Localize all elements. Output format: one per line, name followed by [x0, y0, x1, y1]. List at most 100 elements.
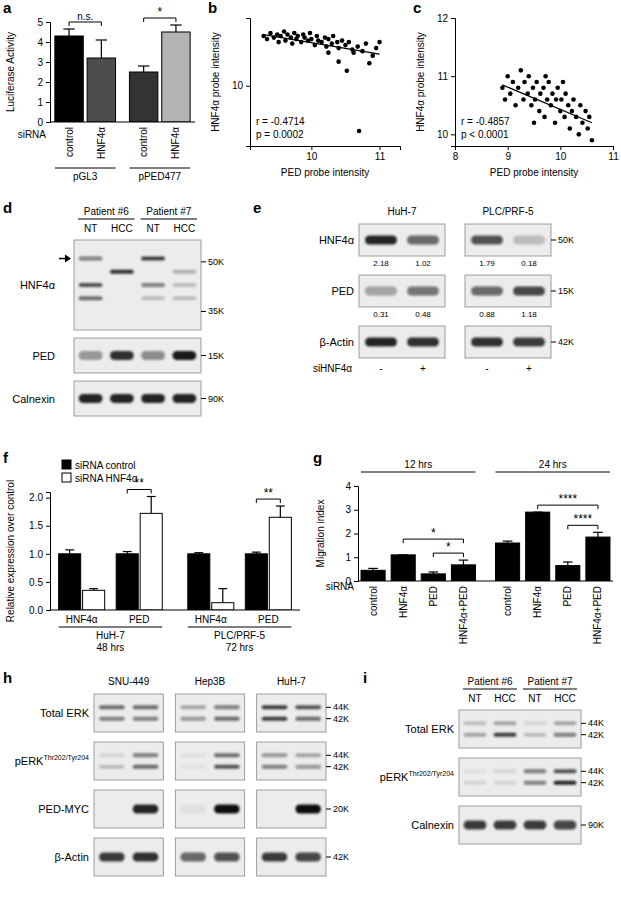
axis-line: [246, 19, 251, 147]
plot-area: [500, 68, 594, 142]
band: [471, 236, 503, 245]
membrane: [94, 694, 163, 732]
error-bar: [563, 562, 573, 566]
trend-line: [502, 85, 592, 123]
y-axis-title: Relative expression over control: [5, 480, 16, 622]
category-label: HNF4α: [532, 586, 543, 618]
band: [214, 753, 240, 757]
tick-mark: [246, 86, 250, 87]
tick-label: 1: [345, 552, 351, 563]
bar: [83, 590, 105, 610]
panel: c891011101112PED probe intensityHNF4α pr…: [413, 0, 619, 178]
group-line: [463, 689, 517, 690]
band: [133, 853, 159, 862]
band: [110, 394, 134, 403]
point: [516, 86, 521, 91]
band: [79, 394, 103, 403]
row-label-text: HNF4α: [20, 279, 56, 291]
category-label: control: [368, 586, 379, 616]
quantification-label: 0.18: [521, 259, 537, 268]
tick-mark: [380, 146, 381, 150]
category-label: HNF4α+PED: [592, 586, 603, 644]
group-line: [141, 219, 198, 220]
category-label: PED: [258, 614, 279, 625]
band: [262, 853, 288, 862]
marker-label: 42K: [588, 730, 604, 740]
tick: 10: [306, 146, 318, 162]
x-axis-line: [50, 610, 300, 611]
row-label-text: Total ERK: [40, 707, 90, 719]
tick-mark: [46, 82, 50, 83]
legend-swatch: [62, 460, 71, 469]
panel: f0.00.51.01.52.0Relative expression over…: [3, 449, 300, 653]
tick: 2.0: [29, 492, 50, 503]
band: [99, 705, 125, 709]
row-label-text: HNF4α: [319, 234, 355, 246]
band: [180, 753, 206, 757]
y-axis-title: Luciferase Activity: [5, 32, 16, 112]
error-cap: [533, 512, 543, 513]
row-label: Total ERK: [405, 723, 455, 735]
group-label: PLC/PRF-5: [214, 630, 266, 641]
band: [110, 270, 134, 274]
axis-line: [451, 19, 456, 147]
tick-label: 9: [505, 151, 511, 162]
band: [407, 287, 439, 296]
row-label: pERKThr202/Tyr204: [15, 754, 89, 767]
lane-label: +: [526, 363, 532, 374]
panel-label: d: [3, 199, 12, 216]
point: [336, 59, 341, 64]
band: [464, 721, 487, 725]
band: [554, 721, 577, 725]
error-line: [68, 29, 69, 36]
tick-mark: [311, 146, 312, 150]
band: [554, 821, 577, 830]
y-axis: 0.00.51.01.52.0: [29, 492, 50, 615]
band: [295, 765, 321, 769]
tick: 12: [437, 13, 455, 24]
quantification-label: 2.18: [373, 259, 389, 268]
row-label: Calnexin: [411, 819, 454, 831]
category-label: PED: [562, 586, 573, 607]
panel-label: a: [3, 0, 12, 16]
error-cap: [252, 552, 261, 553]
band: [262, 753, 288, 757]
membrane: [359, 224, 445, 256]
row-label: β-Actin: [320, 336, 354, 348]
band: [513, 287, 545, 296]
category-label: HNF4α: [170, 127, 181, 159]
marker-label: 15K: [558, 286, 574, 296]
point: [268, 31, 273, 36]
band: [464, 769, 487, 773]
tick: 10: [555, 146, 567, 162]
error-line: [151, 496, 152, 513]
error-cap: [503, 540, 513, 541]
group-line: [496, 472, 610, 473]
legend-label: siRNA control: [75, 460, 136, 471]
membrane: [465, 326, 551, 358]
band: [524, 721, 547, 725]
band: [99, 765, 125, 769]
category-label: PED: [428, 586, 439, 607]
tick: 0: [37, 117, 50, 128]
marker-tick: [581, 825, 586, 826]
significance-label: ****: [574, 512, 593, 526]
tick-label: 10: [555, 151, 567, 162]
row-label: PED: [331, 285, 354, 297]
legend-label: siRNA HNF4α: [75, 473, 138, 484]
tick-label: 1.0: [29, 549, 43, 560]
axis-line: [251, 147, 401, 151]
group-line: [188, 627, 292, 628]
tick-label: 5: [37, 17, 43, 28]
row-label-text: Calnexin: [411, 819, 454, 831]
y-axis: 012345: [37, 17, 50, 128]
tick-label: 3: [37, 57, 43, 68]
tick-mark: [46, 42, 50, 43]
marker-tick: [201, 355, 206, 356]
lane-label: NT: [84, 223, 97, 234]
tick-mark: [451, 134, 455, 135]
row-label-text: β-Actin: [320, 336, 354, 348]
group-line: [59, 627, 163, 628]
point: [326, 50, 331, 55]
bar: [421, 574, 445, 581]
